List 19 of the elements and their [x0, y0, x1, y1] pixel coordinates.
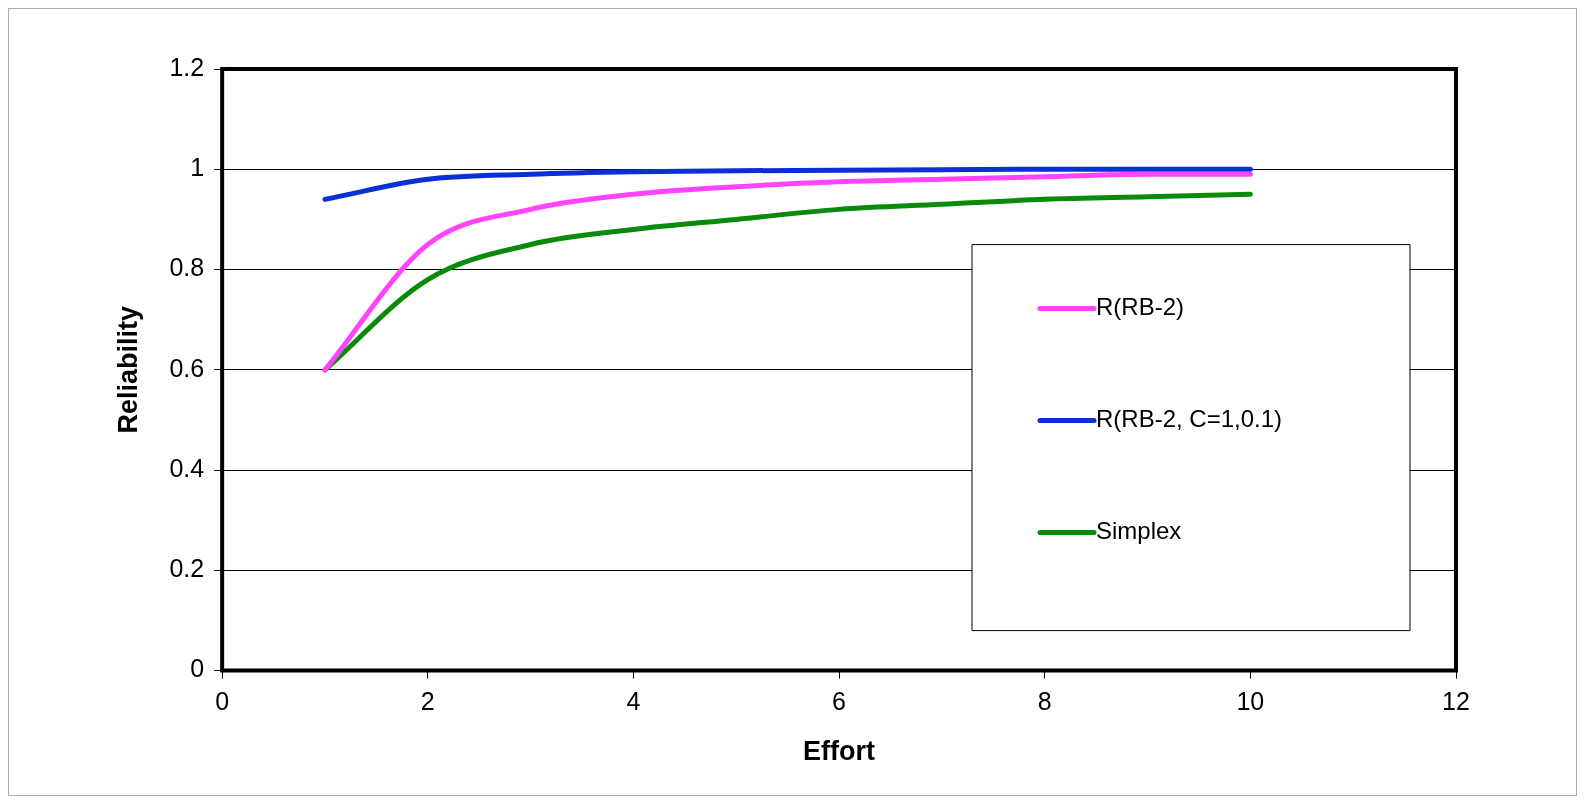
y-tick-label: 0.2	[169, 554, 205, 583]
legend-label: Simplex	[1096, 517, 1182, 545]
x-tick-label: 2	[420, 687, 435, 716]
y-tick-label: 0.4	[169, 453, 205, 482]
y-tick-label: 0.6	[169, 353, 205, 382]
x-tick-label: 10	[1236, 687, 1265, 716]
x-tick-label: 4	[626, 687, 641, 716]
x-tick-label: 12	[1442, 687, 1470, 716]
y-tick-label: 1	[190, 153, 205, 182]
y-tick-label: 0.8	[169, 253, 205, 282]
x-axis-title: Effort	[803, 736, 876, 767]
y-axis-title: Reliability	[112, 306, 143, 434]
x-tick-label: 0	[215, 687, 230, 716]
legend-label: R(RB-2)	[1096, 293, 1184, 321]
x-tick-label: 6	[832, 687, 847, 716]
y-tick-label: 0	[190, 654, 205, 683]
x-tick-label: 8	[1037, 687, 1052, 716]
legend-label: R(RB-2, C=1,0.1)	[1096, 405, 1283, 433]
y-tick-label: 1.2	[169, 52, 205, 81]
